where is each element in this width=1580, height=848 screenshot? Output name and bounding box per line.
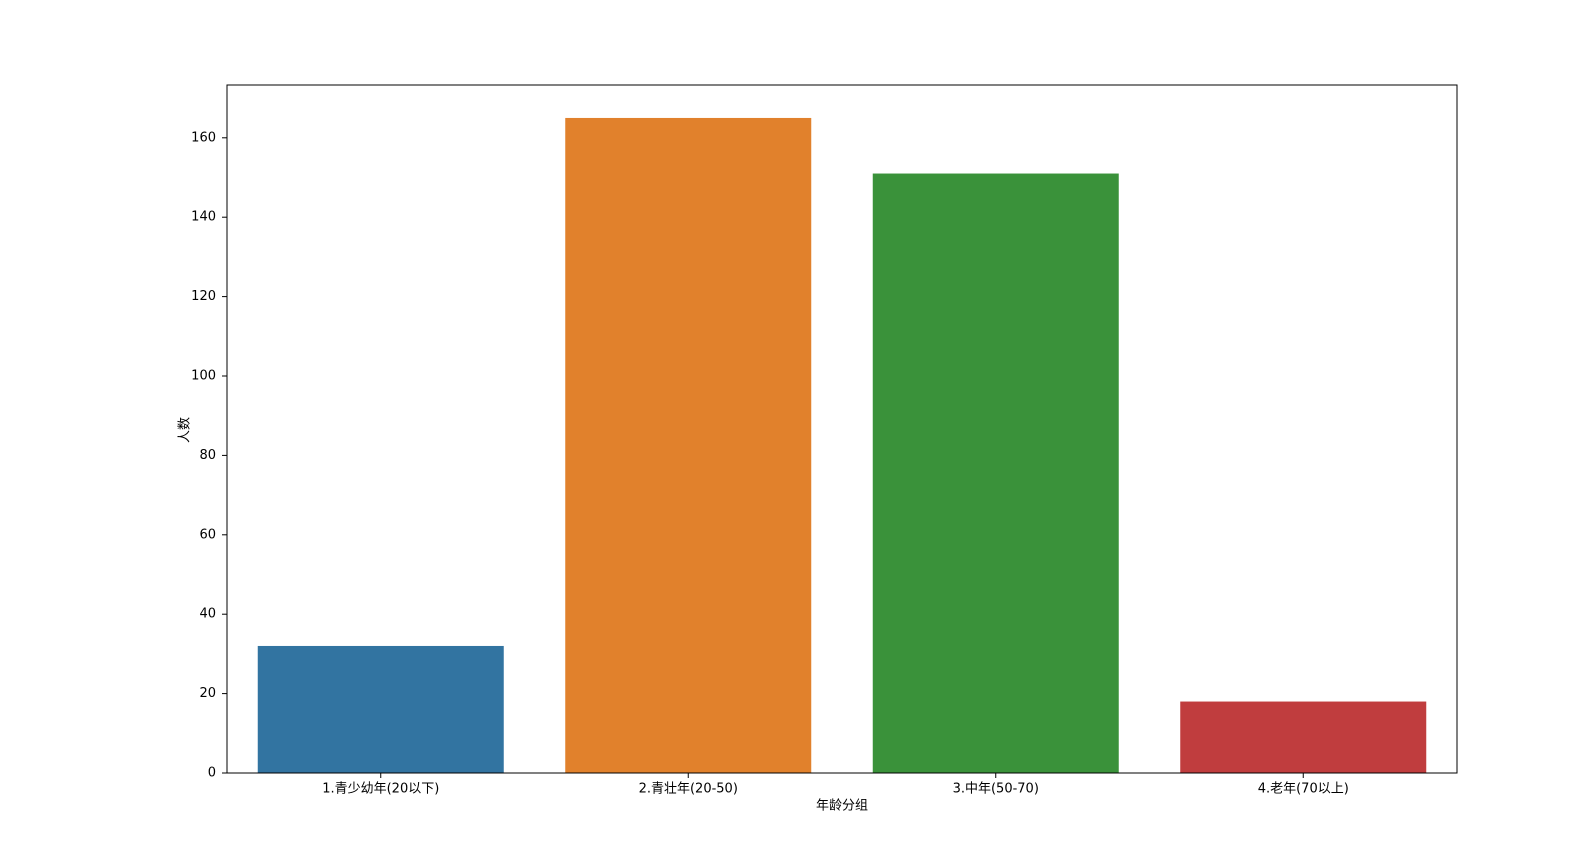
plot-frame [226, 84, 1458, 774]
y-tick-label: 100 [191, 369, 216, 384]
y-tick-label: 0 [208, 766, 216, 781]
y-tick-label: 60 [199, 527, 216, 542]
bar [257, 645, 504, 773]
bar [1180, 701, 1427, 773]
y-tick-label: 160 [191, 130, 216, 145]
y-tick-label: 120 [191, 289, 216, 304]
y-tick-label: 80 [199, 448, 216, 463]
y-tick-label: 140 [191, 210, 216, 225]
x-axis-label: 年龄分组 [816, 799, 868, 814]
y-axis-label: 人数 [178, 417, 193, 443]
x-tick-label: 1.青少幼年(20以下) [322, 782, 439, 797]
bar [872, 173, 1119, 773]
bar [565, 117, 812, 774]
y-tick-label: 20 [199, 686, 216, 701]
x-tick-label: 2.青壮年(20-50) [639, 782, 738, 797]
x-tick-label: 3.中年(50-70) [953, 782, 1039, 797]
x-tick-label: 4.老年(70以上) [1258, 782, 1349, 797]
y-tick-label: 40 [199, 607, 216, 622]
